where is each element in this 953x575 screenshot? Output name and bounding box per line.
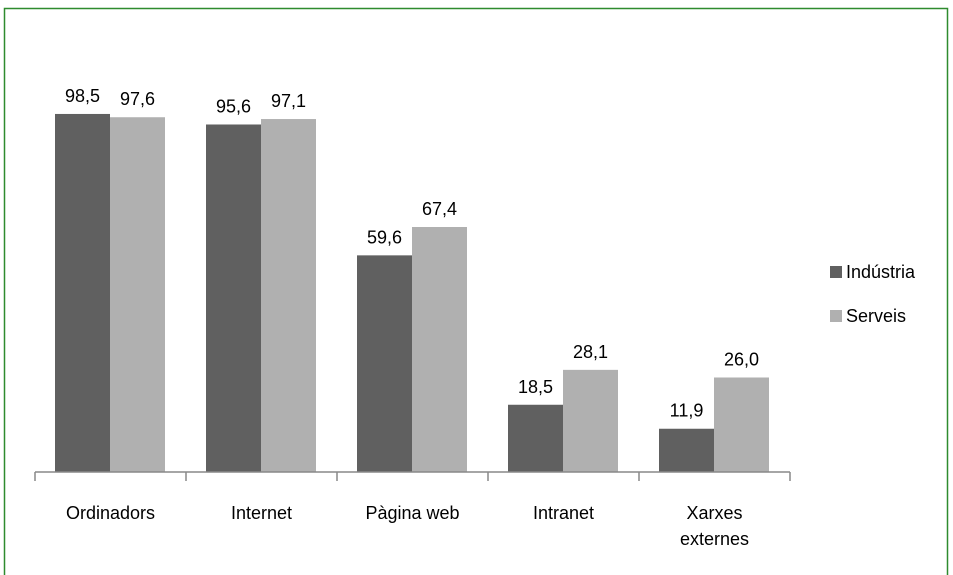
bar <box>412 227 467 472</box>
x-tick-label: Xarxes externes <box>679 503 750 549</box>
legend-label: Serveis <box>846 306 906 326</box>
value-label: 95,6 <box>216 96 251 116</box>
value-label: 11,9 <box>670 401 704 421</box>
bar <box>714 377 769 472</box>
x-tick-label: Pàgina web <box>365 503 460 523</box>
bar <box>357 255 412 472</box>
frame <box>3 7 949 575</box>
value-label: 28,1 <box>573 342 608 362</box>
bar <box>659 428 714 472</box>
bar <box>110 117 165 472</box>
x-tick-label: Ordinadors <box>65 503 156 523</box>
bar <box>261 119 316 472</box>
x-tick-label: Intranet <box>532 503 595 523</box>
value-label: 97,1 <box>271 91 306 111</box>
legend-swatch <box>830 266 842 278</box>
value-label: 26,0 <box>724 349 759 369</box>
value-label: 67,4 <box>422 199 457 219</box>
value-label: 59,6 <box>367 227 402 247</box>
bar <box>508 404 563 472</box>
bar <box>55 113 110 472</box>
bar <box>206 124 261 472</box>
value-label: 98,5 <box>65 86 100 106</box>
value-label: 97,6 <box>120 89 155 109</box>
value-label: 18,5 <box>518 377 553 397</box>
bar <box>563 369 618 472</box>
legend-swatch <box>830 310 842 322</box>
x-tick-label: Internet <box>230 503 293 523</box>
legend-label: Indústria <box>846 262 916 282</box>
